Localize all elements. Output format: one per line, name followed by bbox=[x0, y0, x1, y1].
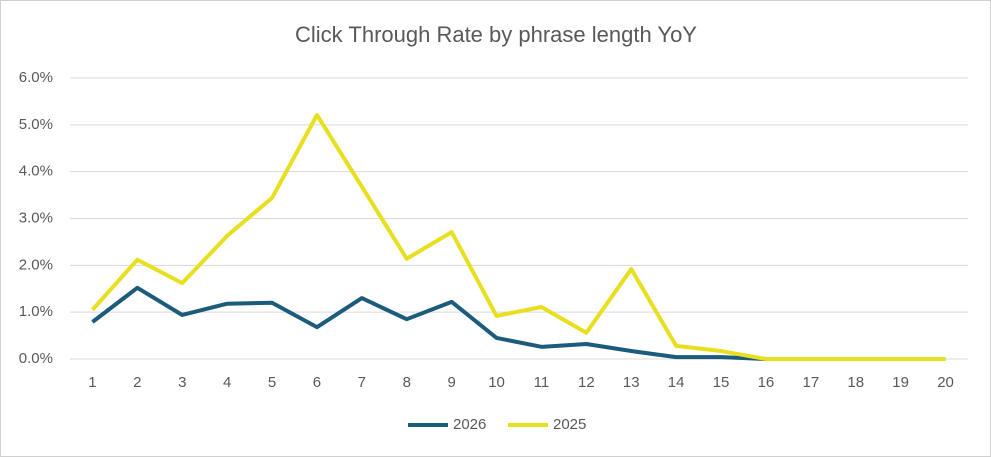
x-tick-label: 14 bbox=[668, 374, 685, 391]
x-tick-label: 7 bbox=[358, 374, 366, 391]
y-tick-label: 3.0% bbox=[19, 209, 53, 226]
x-tick-label: 5 bbox=[268, 374, 276, 391]
x-tick-label: 19 bbox=[892, 374, 909, 391]
x-tick-label: 6 bbox=[313, 374, 321, 391]
x-tick-label: 11 bbox=[534, 374, 550, 391]
x-tick-label: 2 bbox=[133, 374, 141, 391]
legend-label: 2026 bbox=[453, 416, 486, 433]
x-tick-label: 3 bbox=[178, 374, 186, 391]
x-tick-label: 8 bbox=[403, 374, 411, 391]
series-line bbox=[90, 112, 946, 361]
y-tick-label: 0.0% bbox=[19, 350, 53, 367]
x-tick-label: 9 bbox=[447, 374, 455, 391]
x-tick-label: 12 bbox=[578, 374, 595, 391]
legend-label: 2025 bbox=[553, 416, 586, 433]
x-tick-label: 13 bbox=[623, 374, 640, 391]
y-tick-label: 2.0% bbox=[19, 256, 53, 273]
y-tick-label: 4.0% bbox=[19, 163, 53, 180]
chart-title: Click Through Rate by phrase length YoY bbox=[295, 22, 697, 47]
y-tick-label: 1.0% bbox=[19, 303, 53, 320]
y-tick-label: 6.0% bbox=[19, 69, 53, 86]
x-tick-label: 18 bbox=[847, 374, 864, 391]
x-tick-label: 4 bbox=[223, 374, 231, 391]
x-tick-label: 20 bbox=[937, 374, 954, 391]
x-tick-label: 1 bbox=[88, 374, 96, 391]
y-tick-label: 5.0% bbox=[19, 116, 53, 133]
x-tick-label: 15 bbox=[713, 374, 730, 391]
x-tick-label: 17 bbox=[803, 374, 820, 391]
x-tick-label: 10 bbox=[488, 374, 505, 391]
x-tick-label: 16 bbox=[758, 374, 775, 391]
